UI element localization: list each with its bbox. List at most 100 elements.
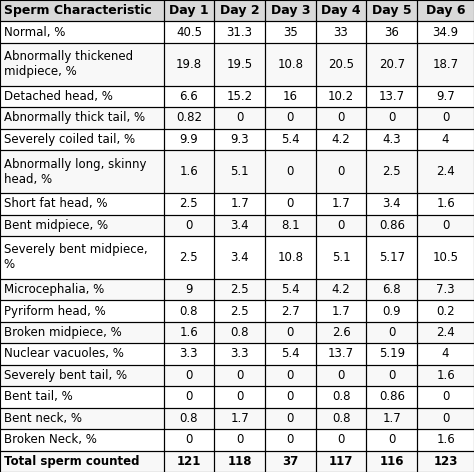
Text: Day 1: Day 1 <box>169 4 209 17</box>
Text: 0: 0 <box>287 197 294 211</box>
Text: 1.6: 1.6 <box>436 369 455 382</box>
Bar <box>366 279 417 300</box>
Bar <box>366 129 417 150</box>
Text: 15.2: 15.2 <box>227 90 253 103</box>
Text: 0: 0 <box>337 369 345 382</box>
Text: 0: 0 <box>236 433 243 447</box>
Bar <box>265 300 316 322</box>
Bar <box>164 43 214 86</box>
Text: 0: 0 <box>442 390 449 404</box>
Bar <box>265 129 316 150</box>
Text: 1.7: 1.7 <box>332 304 350 318</box>
Text: 121: 121 <box>177 455 201 468</box>
Bar <box>316 279 366 300</box>
Text: 4: 4 <box>442 347 449 361</box>
Text: 0: 0 <box>236 369 243 382</box>
Bar <box>417 129 474 150</box>
Bar <box>0 215 164 236</box>
Bar <box>316 386 366 408</box>
Bar <box>366 43 417 86</box>
Text: 0: 0 <box>236 390 243 404</box>
Bar <box>366 343 417 365</box>
Bar <box>417 236 474 279</box>
Bar <box>366 0 417 21</box>
Bar <box>0 365 164 386</box>
Bar <box>265 451 316 472</box>
Bar <box>265 365 316 386</box>
Bar <box>316 86 366 107</box>
Text: Pyriform head, %: Pyriform head, % <box>4 304 106 318</box>
Text: 0: 0 <box>287 111 294 125</box>
Text: Day 2: Day 2 <box>220 4 259 17</box>
Bar <box>0 300 164 322</box>
Text: 4.2: 4.2 <box>332 133 350 146</box>
Text: 0: 0 <box>337 165 345 178</box>
Bar <box>164 322 214 343</box>
Text: 0.8: 0.8 <box>180 304 198 318</box>
Text: Severely bent tail, %: Severely bent tail, % <box>4 369 127 382</box>
Bar <box>265 43 316 86</box>
Bar <box>0 21 164 43</box>
Bar <box>214 150 265 193</box>
Text: 0: 0 <box>287 165 294 178</box>
Bar <box>316 429 366 451</box>
Text: Severely coiled tail, %: Severely coiled tail, % <box>4 133 135 146</box>
Text: 18.7: 18.7 <box>432 58 459 71</box>
Bar <box>366 300 417 322</box>
Bar <box>366 408 417 429</box>
Bar <box>316 365 366 386</box>
Text: 118: 118 <box>228 455 252 468</box>
Text: 20.5: 20.5 <box>328 58 354 71</box>
Bar <box>316 343 366 365</box>
Text: Broken Neck, %: Broken Neck, % <box>4 433 97 447</box>
Bar <box>316 300 366 322</box>
Bar <box>0 86 164 107</box>
Bar <box>214 365 265 386</box>
Bar <box>164 451 214 472</box>
Bar <box>164 215 214 236</box>
Text: 0: 0 <box>287 433 294 447</box>
Bar <box>265 215 316 236</box>
Text: 0.8: 0.8 <box>332 412 350 425</box>
Text: Microcephalia, %: Microcephalia, % <box>4 283 104 296</box>
Bar <box>265 21 316 43</box>
Bar <box>214 21 265 43</box>
Bar <box>265 322 316 343</box>
Bar <box>316 43 366 86</box>
Bar <box>0 107 164 129</box>
Text: 1.7: 1.7 <box>383 412 401 425</box>
Text: 0: 0 <box>287 326 294 339</box>
Text: 9.9: 9.9 <box>180 133 198 146</box>
Bar <box>164 0 214 21</box>
Bar <box>265 408 316 429</box>
Text: 2.5: 2.5 <box>383 165 401 178</box>
Text: 6.8: 6.8 <box>383 283 401 296</box>
Bar <box>164 429 214 451</box>
Text: 10.5: 10.5 <box>433 251 458 264</box>
Text: 37: 37 <box>282 455 299 468</box>
Bar <box>366 322 417 343</box>
Bar <box>0 193 164 215</box>
Bar <box>366 21 417 43</box>
Text: 1.6: 1.6 <box>180 326 198 339</box>
Bar <box>164 129 214 150</box>
Text: 2.5: 2.5 <box>230 304 249 318</box>
Text: Abnormally thick tail, %: Abnormally thick tail, % <box>4 111 145 125</box>
Bar <box>417 322 474 343</box>
Bar <box>265 236 316 279</box>
Text: Bent neck, %: Bent neck, % <box>4 412 82 425</box>
Text: 0: 0 <box>388 111 395 125</box>
Text: Abnormally long, skinny
head, %: Abnormally long, skinny head, % <box>4 158 146 185</box>
Bar <box>366 215 417 236</box>
Text: 5.1: 5.1 <box>230 165 249 178</box>
Text: 0: 0 <box>236 111 243 125</box>
Bar <box>417 300 474 322</box>
Bar <box>316 322 366 343</box>
Bar <box>417 215 474 236</box>
Bar <box>316 129 366 150</box>
Text: 3.3: 3.3 <box>180 347 198 361</box>
Text: 116: 116 <box>380 455 404 468</box>
Bar <box>214 129 265 150</box>
Text: 0: 0 <box>337 111 345 125</box>
Bar <box>214 408 265 429</box>
